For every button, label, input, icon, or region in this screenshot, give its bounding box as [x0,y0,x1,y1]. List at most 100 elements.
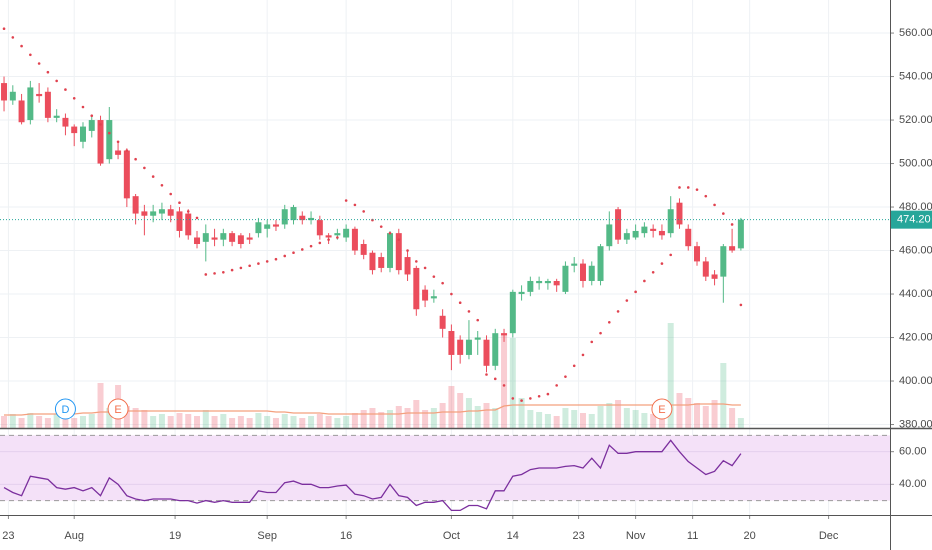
sar-dot [55,79,58,83]
volume-bar [334,418,341,428]
sar-dot [678,186,681,189]
candle-body [404,257,411,275]
candle-body [685,228,692,247]
sar-dot [695,188,699,191]
sar-dot [502,384,506,387]
sar-dot [397,238,401,241]
rsi-tick-label: 40.00 [899,478,927,490]
candle-body [115,150,122,155]
x-tick-label: 23 [572,530,584,542]
sar-dot [581,353,585,357]
candle-body [150,211,157,216]
candle-body [492,333,499,366]
volume-bar [343,416,350,428]
volume-bar [9,414,16,428]
volume-bar [106,408,113,428]
sar-dot [713,203,716,207]
volume-bar [229,418,236,428]
volume-bar [544,414,551,428]
sar-dot [704,194,708,198]
volume-bar [325,416,332,428]
event-label: E [114,404,121,416]
sar-dot [134,157,137,161]
volume-bar [562,408,569,428]
volume-bar [71,418,78,428]
event-marker [651,398,673,420]
sar-dot [730,223,734,226]
candle-body [632,230,639,238]
candle-body [176,211,183,231]
sar-dot [458,301,462,305]
event-marker [107,398,129,420]
candle-body [571,263,578,266]
candle-body [518,291,525,295]
volume-bar [404,408,411,428]
candle-body [413,267,420,310]
sar-dot [353,203,357,207]
candle-body [71,126,78,134]
sar-dot [450,292,453,296]
volume-bar [553,416,560,428]
volume-bar [720,363,727,428]
sar-dot [441,281,444,285]
volume-bar [36,416,43,428]
sar-dot [178,201,181,204]
candle-body [641,226,648,234]
candle-body [132,196,139,214]
x-tick-label: 19 [169,530,181,542]
volume-bar [536,412,543,428]
volume-bar [308,416,315,428]
candle-body [88,120,95,131]
candle-body [44,91,51,118]
volume-bar [422,410,429,428]
sar-dot [116,140,120,144]
sar-dot [143,166,146,170]
volume-bar [220,414,227,428]
sar-dot [29,53,32,57]
volume-bar [632,410,639,428]
sar-dot [423,266,427,270]
volume-bar [272,418,279,428]
rsi-line [3,439,742,512]
sar-dot [493,377,497,381]
sar-dot [599,331,602,335]
volume-bar [685,398,692,428]
candle-body [457,339,464,355]
candle-body [53,115,60,118]
volume-bar [211,416,218,428]
sar-dot [239,266,243,270]
sar-dot [160,183,164,187]
volume-bar [448,386,455,428]
y-tick-label: 440.00 [899,288,932,300]
candle-body [579,263,586,281]
candle-body [483,339,490,366]
candle-body [667,209,674,234]
volume-bar [360,410,367,428]
sar-dot [90,114,94,117]
volume-bar [650,414,657,428]
candle-body [606,224,613,247]
sar-dot [485,373,488,376]
sar-dot [230,268,234,272]
sar-dot [125,149,129,152]
candle-body [27,87,34,121]
sar-dot [651,270,655,274]
candle-body [97,120,104,164]
candle-body [272,224,279,227]
candle-body [501,333,508,336]
sar-dot [590,340,594,344]
x-tick-label: 14 [507,530,519,542]
volume-bar [62,416,69,428]
sar-dot [11,36,15,39]
candle-body [544,280,551,284]
volume-bar [132,408,139,428]
candle-body [334,233,341,236]
volume-bar [492,408,499,428]
volume-bar [387,410,393,428]
sar-dot [564,375,567,378]
candle-body [509,291,516,334]
volume-bar [369,408,376,428]
y-tick-label: 400.00 [899,375,932,387]
candle-body [316,220,323,236]
